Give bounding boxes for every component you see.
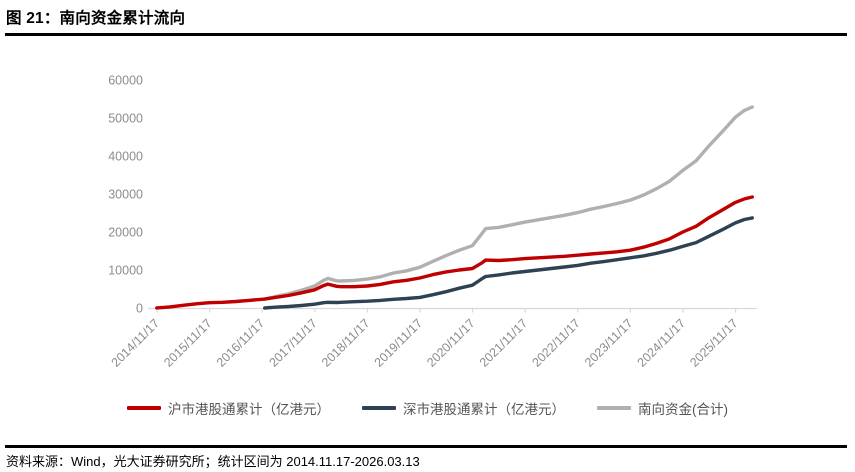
figure-title: 图 21：南向资金累计流向 (6, 10, 186, 27)
y-tick-label: 10000 (108, 264, 143, 278)
y-tick-label: 0 (136, 302, 143, 316)
x-tick-label: 2018/11/17 (319, 316, 373, 370)
source-note: 资料来源：Wind，光大证券研究所；统计区间为 2014.11.17-2026.… (6, 454, 420, 469)
legend-swatch-red (127, 406, 161, 410)
legend-label: 深市港股通累计（亿港元） (403, 402, 565, 417)
legend-label: 南向资金(合计) (638, 402, 728, 417)
x-tick-label: 2021/11/17 (477, 316, 531, 370)
x-tick-label: 2014/11/17 (109, 316, 163, 370)
title-divider (5, 33, 847, 36)
x-tick-label: 2025/11/17 (687, 316, 741, 370)
series-line-0 (155, 195, 754, 310)
chart-legend: 沪市港股通累计（亿港元） 深市港股通累计（亿港元） 南向资金(合计) (0, 398, 855, 418)
y-tick-label: 30000 (108, 188, 143, 202)
x-tick-label: 2017/11/17 (266, 316, 320, 370)
y-tick-label: 40000 (108, 150, 143, 164)
x-tick-label: 2016/11/17 (214, 316, 268, 370)
x-tick-label: 2020/11/17 (424, 316, 478, 370)
y-tick-label: 60000 (108, 74, 143, 88)
y-tick-label: 20000 (108, 226, 143, 240)
legend-label: 沪市港股通累计（亿港元） (168, 402, 330, 417)
series-line-1 (263, 216, 754, 310)
footer-divider (5, 445, 847, 448)
x-tick-label: 2019/11/17 (372, 316, 426, 370)
legend-swatch-gray (597, 406, 631, 410)
x-tick-label: 2022/11/17 (529, 316, 583, 370)
legend-item-shenzhen-connect: 深市港股通累计（亿港元） (362, 398, 565, 418)
legend-item-shanghai-connect: 沪市港股通累计（亿港元） (127, 398, 330, 418)
x-tick-label: 2024/11/17 (635, 316, 689, 370)
x-tick-label: 2015/11/17 (161, 316, 215, 370)
y-tick-label: 50000 (108, 112, 143, 126)
x-tick-label: 2023/11/17 (582, 316, 636, 370)
series-line-2 (263, 105, 754, 301)
legend-item-southbound-total: 南向资金(合计) (597, 398, 728, 418)
legend-swatch-navy (362, 406, 396, 410)
